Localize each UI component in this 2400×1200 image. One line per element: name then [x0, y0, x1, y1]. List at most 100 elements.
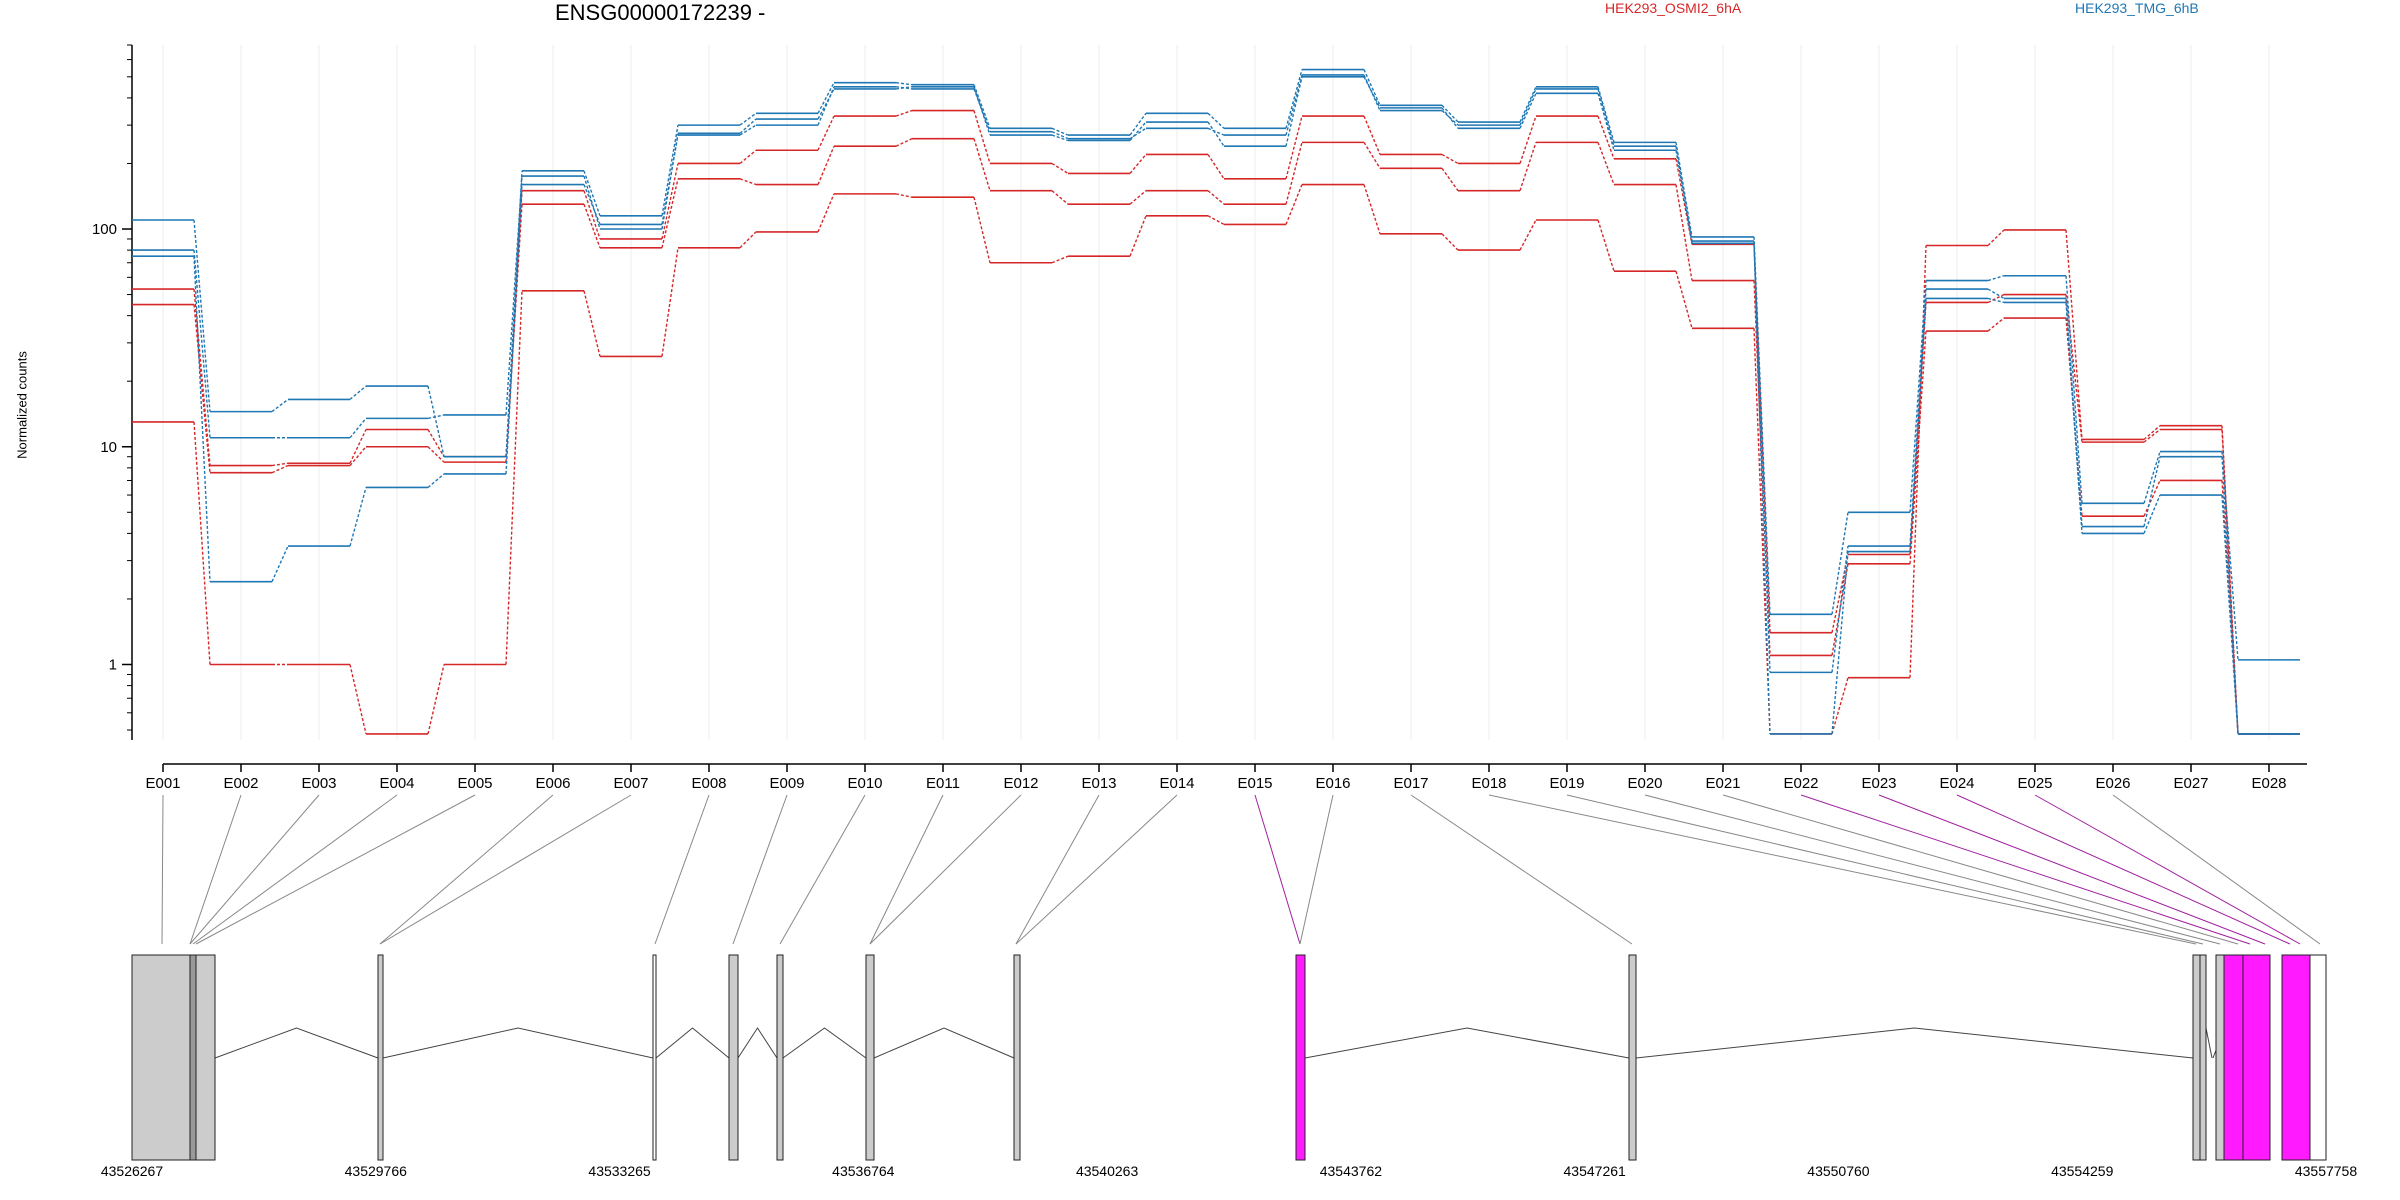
series-6-connector	[973, 88, 991, 132]
series-1-connector	[1987, 293, 2005, 304]
series-2-connector	[1285, 142, 1303, 205]
series-4-connector	[1519, 86, 1537, 123]
series-4-connector	[895, 81, 913, 86]
exon-link-e006	[379, 794, 554, 945]
intron-3	[655, 1027, 730, 1059]
series-4-connector	[193, 219, 211, 412]
series-1-connector	[1051, 162, 1069, 175]
series-3-connector	[973, 197, 991, 263]
exon-link-e017	[1410, 794, 1633, 945]
x-tick-label-e024: E024	[1939, 775, 1974, 792]
series-2-connector	[349, 446, 367, 466]
series-3-connector	[817, 193, 835, 233]
series-5-connector	[1051, 134, 1069, 142]
exon-box-6	[728, 954, 739, 1161]
series-4	[132, 68, 2300, 661]
x-tick-label-e008: E008	[691, 775, 726, 792]
exon-box-19	[2309, 954, 2327, 1161]
series-6-connector	[1207, 127, 1225, 136]
series-2-connector	[1051, 190, 1069, 205]
x-tick-label-e004: E004	[379, 775, 414, 792]
series-6-connector	[193, 256, 211, 582]
series-5-connector	[1753, 241, 1771, 673]
series-1	[132, 109, 2300, 735]
intron-2	[382, 1027, 654, 1059]
series-1-connector	[349, 429, 367, 464]
series-4-connector	[1441, 104, 1459, 123]
exon-box-17	[2242, 954, 2271, 1161]
x-tick-label-e021: E021	[1705, 775, 1740, 792]
series-3-connector	[427, 664, 445, 735]
series-6-connector	[1831, 551, 1849, 734]
exon-link-e012	[869, 794, 1022, 945]
exon-box-13	[2199, 954, 2207, 1161]
exon-link-e014	[1015, 794, 1178, 945]
series-3-connector	[193, 421, 211, 665]
series-6-connector	[1051, 131, 1069, 140]
genome-tick-label-8: 43550760	[1807, 1163, 1870, 1179]
exon-link-e022	[1800, 794, 2251, 945]
exon-box-10	[1295, 954, 1306, 1161]
series-4-connector	[427, 385, 445, 457]
x-tick-label-e018: E018	[1471, 775, 1506, 792]
series-1-connector	[1675, 158, 1693, 245]
series-2-connector	[1441, 167, 1459, 192]
series-3-connector	[1441, 233, 1459, 251]
series-4-connector	[2065, 275, 2083, 504]
series-5-connector	[895, 86, 913, 90]
series-1-connector	[895, 109, 913, 117]
intron-5	[782, 1027, 867, 1059]
exon-box-14	[2215, 954, 2225, 1161]
series-6-connector	[817, 86, 835, 126]
series-4-connector	[739, 112, 757, 126]
series-2-connector	[661, 178, 679, 248]
series-6-connector	[505, 184, 523, 474]
x-tick-label-e019: E019	[1549, 775, 1584, 792]
series-2	[132, 137, 2300, 735]
x-tick-label-e002: E002	[223, 775, 258, 792]
series-4-connector	[1051, 127, 1069, 136]
exon-link-e013	[1015, 794, 1100, 945]
series-6-connector	[739, 124, 757, 136]
y-tick-label-100: 100	[92, 221, 117, 238]
series-6-connector	[349, 487, 367, 547]
exon-link-e001	[161, 794, 164, 945]
genome-tick-label-4: 43536764	[832, 1163, 895, 1179]
genome-tick-label-1: 43526267	[101, 1163, 164, 1179]
exon-link-e005	[195, 794, 476, 945]
x-tick-label-e011: E011	[926, 775, 960, 792]
series-5-connector	[1909, 289, 1927, 547]
x-tick-label-e001: E001	[145, 775, 180, 792]
series-3-connector	[1519, 219, 1537, 251]
series-4-connector	[1363, 69, 1381, 106]
series-6-connector	[1987, 297, 2005, 304]
series-4-connector	[1987, 275, 2005, 282]
genome-tick-label-3: 43533265	[588, 1163, 651, 1179]
x-tick-label-e010: E010	[847, 775, 882, 792]
exon-link-e025	[2034, 794, 2301, 945]
series-4-connector	[505, 170, 523, 457]
series-3-connector	[349, 664, 367, 735]
exon-link-e015	[1254, 794, 1301, 945]
series-3-connector	[1363, 184, 1381, 235]
exon-link-e007	[379, 794, 632, 945]
series-5-connector	[1285, 76, 1303, 147]
x-tick-label-e028: E028	[2251, 775, 2286, 792]
series-6-connector	[2143, 494, 2161, 534]
y-tick-label-10: 10	[100, 439, 117, 456]
series-1-connector	[1129, 154, 1147, 174]
y-tick-label-1: 1	[109, 656, 117, 673]
x-tick-label-e014: E014	[1159, 775, 1194, 792]
series-6-connector	[1129, 127, 1147, 140]
series-5-connector	[1831, 545, 1849, 673]
series-2-connector	[1519, 142, 1537, 191]
genome-tick-label-6: 43543762	[1320, 1163, 1383, 1179]
series-1-connector	[1363, 115, 1381, 155]
x-tick-label-e007: E007	[613, 775, 648, 792]
x-tick-label-e017: E017	[1393, 775, 1428, 792]
series-1-connector	[271, 462, 289, 467]
series-5-connector	[1207, 121, 1225, 147]
series-5-connector	[1987, 288, 2005, 300]
series-4-connector	[1285, 69, 1303, 129]
